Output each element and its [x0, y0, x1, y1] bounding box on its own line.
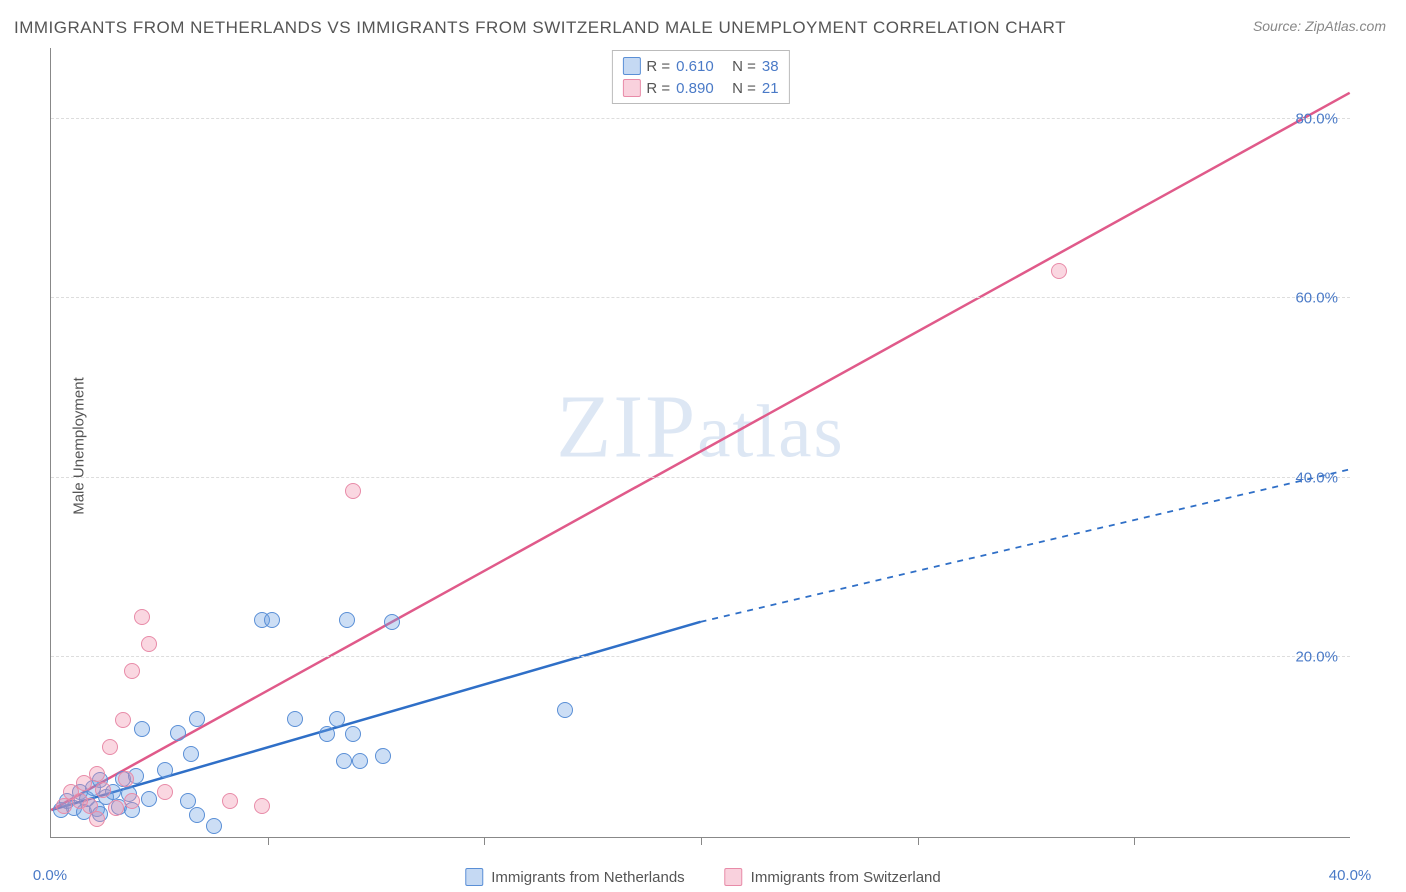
legend-correlation-row: R = 0.890 N = 21 — [622, 77, 778, 99]
data-point — [264, 612, 280, 628]
y-tick-label: 20.0% — [1295, 649, 1338, 666]
legend-swatch-icon — [622, 79, 640, 97]
legend-swatch-icon — [725, 868, 743, 886]
data-point — [222, 793, 238, 809]
data-point — [352, 753, 368, 769]
legend-series-item: Immigrants from Switzerland — [725, 868, 941, 886]
gridline-h — [51, 118, 1350, 119]
legend-series-label: Immigrants from Switzerland — [751, 869, 941, 886]
chart-container: IMMIGRANTS FROM NETHERLANDS VS IMMIGRANT… — [0, 0, 1406, 892]
legend-swatch-icon — [465, 868, 483, 886]
data-point — [134, 721, 150, 737]
x-tick-minor — [268, 837, 269, 845]
data-point — [206, 818, 222, 834]
data-point — [124, 793, 140, 809]
data-point — [319, 726, 335, 742]
gridline-h — [51, 477, 1350, 478]
data-point — [157, 784, 173, 800]
data-point — [189, 711, 205, 727]
legend-series-item: Immigrants from Netherlands — [465, 868, 684, 886]
data-point — [254, 798, 270, 814]
legend-n-value: 38 — [762, 58, 779, 75]
chart-title: IMMIGRANTS FROM NETHERLANDS VS IMMIGRANT… — [14, 18, 1066, 38]
legend-series-label: Immigrants from Netherlands — [491, 869, 684, 886]
gridline-h — [51, 656, 1350, 657]
data-point — [339, 612, 355, 628]
regression-lines-layer — [51, 48, 1350, 837]
source-attribution: Source: ZipAtlas.com — [1253, 18, 1386, 34]
legend-n-label: N = — [732, 58, 756, 75]
data-point — [141, 791, 157, 807]
data-point — [95, 782, 111, 798]
data-point — [102, 739, 118, 755]
data-point — [115, 712, 131, 728]
data-point — [329, 711, 345, 727]
regression-line-extend — [701, 469, 1350, 621]
data-point — [1051, 263, 1067, 279]
data-point — [384, 614, 400, 630]
data-point — [141, 636, 157, 652]
legend-correlation-row: R = 0.610 N = 38 — [622, 55, 778, 77]
x-tick-label: 0.0% — [33, 867, 67, 884]
plot-area: ZIPatlas R =0.610N =38R =0.890N =21 20.0… — [50, 48, 1350, 838]
data-point — [336, 753, 352, 769]
y-tick-label: 60.0% — [1295, 290, 1338, 307]
y-tick-label: 80.0% — [1295, 110, 1338, 127]
data-point — [134, 609, 150, 625]
data-point — [170, 725, 186, 741]
data-point — [375, 748, 391, 764]
data-point — [183, 746, 199, 762]
y-tick-label: 40.0% — [1295, 469, 1338, 486]
x-tick-minor — [1134, 837, 1135, 845]
data-point — [345, 483, 361, 499]
legend-r-label: R = — [646, 80, 670, 97]
x-tick-label: 40.0% — [1329, 867, 1372, 884]
legend-correlation-box: R = 0.610 N = 38 R = 0.890 N = 21 — [611, 50, 789, 104]
legend-r-label: R = — [646, 58, 670, 75]
x-tick-minor — [701, 837, 702, 845]
legend-swatch-icon — [622, 57, 640, 75]
regression-line — [51, 93, 1349, 810]
data-point — [118, 771, 134, 787]
legend-series: Immigrants from Netherlands Immigrants fr… — [465, 868, 940, 886]
legend-r-value: 0.610 — [676, 58, 726, 75]
legend-r-value: 0.890 — [676, 80, 726, 97]
legend-n-value: 21 — [762, 80, 779, 97]
data-point — [89, 766, 105, 782]
legend-n-label: N = — [732, 80, 756, 97]
data-point — [287, 711, 303, 727]
x-tick-minor — [484, 837, 485, 845]
data-point — [108, 800, 124, 816]
x-tick-minor — [918, 837, 919, 845]
data-point — [89, 811, 105, 827]
data-point — [157, 762, 173, 778]
data-point — [189, 807, 205, 823]
gridline-h — [51, 297, 1350, 298]
data-point — [180, 793, 196, 809]
data-point — [557, 702, 573, 718]
data-point — [345, 726, 361, 742]
data-point — [124, 663, 140, 679]
